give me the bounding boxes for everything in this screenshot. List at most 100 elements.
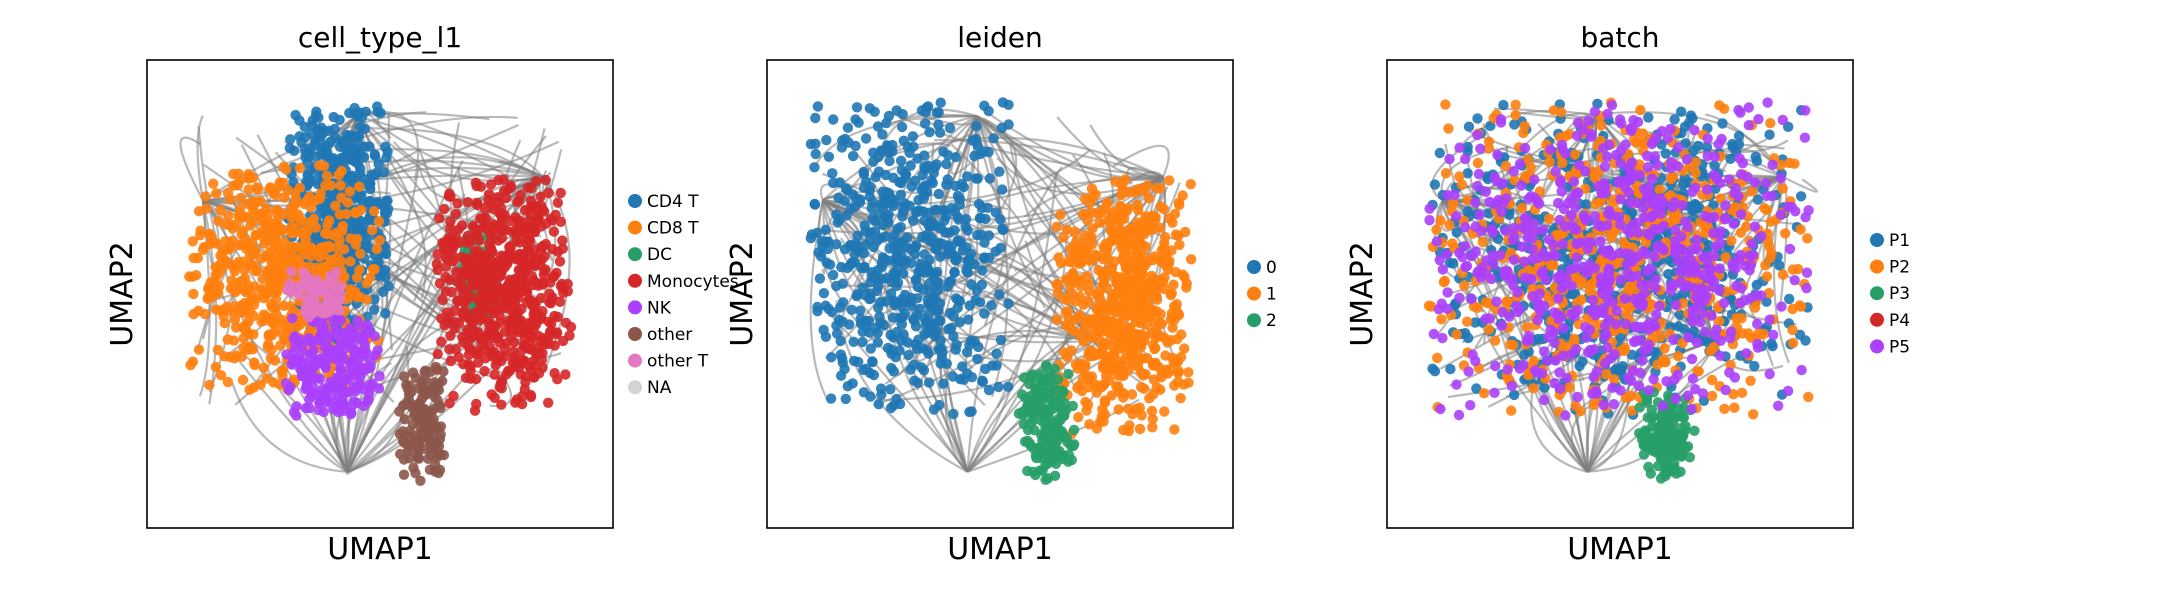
legend-marker (1247, 286, 1261, 301)
data-point (941, 179, 952, 190)
data-point (345, 256, 356, 267)
data-point (498, 174, 509, 185)
data-point (537, 240, 549, 252)
data-point (888, 366, 899, 377)
data-point (351, 150, 362, 162)
panel-title: leiden (957, 21, 1043, 54)
data-point (869, 226, 881, 237)
data-point (222, 376, 234, 388)
data-point (1766, 338, 1777, 349)
data-point (938, 205, 950, 216)
data-point (250, 246, 261, 257)
data-point (896, 319, 908, 330)
data-point (435, 421, 447, 432)
data-point (474, 296, 485, 307)
data-point (1123, 403, 1134, 414)
paga-edge (237, 359, 348, 473)
data-point (212, 344, 224, 356)
legend-marker (628, 273, 642, 288)
data-point (894, 345, 905, 356)
data-point (1176, 329, 1187, 340)
data-point (346, 407, 357, 419)
data-point (352, 315, 363, 327)
data-point (983, 384, 995, 396)
data-point (511, 312, 523, 323)
data-point (465, 365, 476, 376)
data-point (443, 255, 454, 266)
data-point (1162, 368, 1174, 379)
data-point (1443, 123, 1454, 134)
data-point (275, 340, 286, 351)
data-point (842, 122, 854, 133)
data-point (865, 277, 876, 288)
data-point (199, 241, 210, 253)
data-point (1777, 183, 1789, 194)
data-point (954, 317, 966, 328)
data-point (947, 371, 959, 382)
y-axis-label: UMAP2 (105, 241, 140, 347)
data-point (285, 134, 296, 145)
data-point (919, 118, 931, 129)
data-point (1173, 309, 1185, 321)
data-point (263, 216, 274, 227)
data-point (300, 402, 312, 414)
data-point (876, 389, 887, 400)
data-point (1125, 293, 1136, 305)
data-point (910, 241, 921, 253)
data-point (1033, 389, 1045, 400)
data-point (299, 361, 311, 373)
data-point (336, 225, 348, 237)
data-point (950, 152, 962, 163)
data-point (974, 297, 986, 308)
data-point (1115, 366, 1127, 378)
data-point (445, 330, 456, 341)
data-point (409, 408, 421, 419)
data-point (809, 199, 821, 210)
data-point (873, 399, 884, 410)
data-point (362, 311, 373, 322)
data-point (1113, 404, 1124, 415)
data-point (1101, 245, 1112, 257)
legend-marker (1247, 313, 1261, 328)
data-point (1031, 443, 1042, 454)
data-point (425, 366, 436, 377)
paga-edge (1782, 176, 1818, 193)
data-point (1183, 367, 1194, 378)
data-point (945, 275, 957, 287)
data-point (1113, 338, 1124, 349)
data-point (923, 207, 935, 218)
data-point (1110, 319, 1121, 330)
data-point (1094, 217, 1105, 228)
data-point (372, 345, 383, 356)
data-point (445, 191, 456, 202)
data-point (364, 380, 375, 391)
data-point (1048, 380, 1060, 391)
data-point (315, 242, 326, 254)
data-point (486, 327, 497, 338)
data-point (516, 320, 527, 331)
data-point (246, 259, 257, 270)
data-point (350, 207, 361, 219)
data-point (1055, 209, 1066, 220)
data-point (487, 246, 498, 258)
data-point (1068, 424, 1080, 436)
data-point (929, 268, 940, 279)
data-point (831, 328, 843, 339)
data-point (192, 252, 204, 264)
data-point (988, 133, 999, 144)
data-point (926, 175, 937, 186)
data-point (543, 397, 554, 408)
data-point (1098, 279, 1109, 290)
data-point (432, 394, 443, 406)
data-point (1795, 191, 1807, 202)
data-point (1150, 357, 1161, 368)
data-point (1717, 118, 1728, 129)
data-point (1092, 349, 1103, 360)
data-point (1148, 340, 1159, 351)
data-point (435, 429, 446, 440)
data-point (926, 232, 937, 243)
data-point (288, 227, 299, 239)
data-point (456, 271, 468, 282)
data-point (1078, 246, 1089, 257)
data-point (1800, 335, 1811, 346)
